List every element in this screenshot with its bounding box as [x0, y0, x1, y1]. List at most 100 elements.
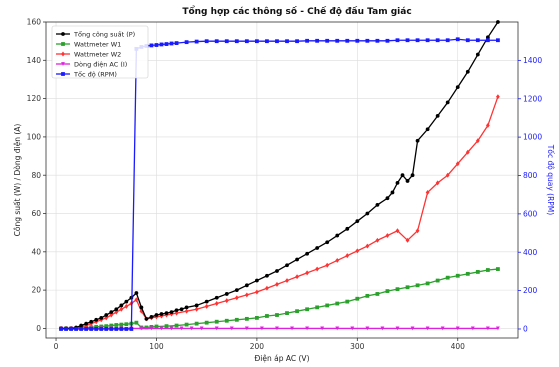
data-point — [61, 51, 65, 57]
data-point — [184, 308, 189, 314]
data-point — [189, 326, 194, 331]
data-point — [61, 42, 65, 46]
data-point — [375, 292, 380, 296]
data-point — [315, 266, 320, 272]
data-point — [325, 38, 330, 43]
data-point — [119, 306, 124, 312]
x-axis-label: Điện áp AC (V) — [255, 354, 310, 363]
data-point — [149, 315, 154, 319]
data-point — [345, 253, 350, 259]
data-point — [74, 327, 79, 331]
data-point — [254, 39, 259, 44]
y-tick-label: 0 — [36, 324, 41, 333]
left-y-axis-label: Công suất (W) / Dòng điện (A) — [13, 124, 22, 237]
data-point — [285, 278, 289, 284]
data-point — [465, 38, 470, 43]
data-point — [415, 228, 420, 234]
data-point — [415, 283, 420, 288]
data-point — [355, 296, 360, 301]
legend-item: Dòng điện AC (I) — [56, 60, 127, 68]
data-point — [234, 295, 239, 301]
data-point — [89, 319, 94, 324]
data-point — [350, 326, 355, 331]
data-point — [214, 319, 219, 324]
data-point — [365, 211, 370, 216]
data-point — [234, 288, 239, 293]
data-point — [174, 308, 179, 313]
series-4 — [59, 37, 500, 331]
right-y-tick-label: 400 — [523, 248, 538, 257]
data-point — [455, 161, 460, 167]
data-point — [214, 326, 219, 331]
data-point — [295, 39, 299, 44]
series-1 — [59, 267, 500, 331]
data-point — [109, 310, 114, 315]
data-point — [375, 38, 380, 43]
data-point — [470, 326, 475, 331]
data-point — [114, 323, 119, 327]
y-tick-label: 60 — [31, 209, 41, 218]
data-point — [194, 321, 199, 326]
data-point — [295, 257, 299, 262]
data-point — [285, 311, 289, 316]
y-tick-label: 160 — [27, 18, 42, 27]
data-point — [199, 326, 204, 331]
data-point — [435, 278, 440, 283]
data-point — [254, 278, 259, 283]
right-y-axis: 0 200 400 600 800 1000 1200 1400 — [518, 56, 542, 334]
data-point — [99, 315, 104, 320]
legend-item: Wattmeter W1 — [56, 40, 121, 48]
data-point — [375, 202, 380, 207]
data-point — [169, 41, 174, 46]
right-y-tick-label: 800 — [523, 171, 538, 180]
data-point — [94, 327, 99, 331]
data-point — [184, 322, 189, 327]
data-point — [234, 39, 239, 44]
data-point — [159, 312, 164, 316]
data-point — [254, 289, 259, 295]
data-point — [260, 326, 264, 331]
data-point — [244, 292, 249, 298]
series-line — [61, 96, 499, 330]
data-point — [445, 38, 450, 43]
data-point — [345, 38, 350, 43]
data-point — [485, 35, 490, 40]
data-point — [385, 38, 390, 43]
data-point — [159, 42, 164, 47]
data-point — [335, 233, 340, 238]
data-point — [475, 270, 480, 274]
data-point — [465, 149, 470, 155]
data-point — [254, 315, 259, 320]
data-point — [425, 189, 430, 195]
y-tick-label: 80 — [31, 171, 41, 180]
data-point — [485, 38, 490, 43]
x-tick-label: 300 — [350, 342, 365, 351]
data-point — [425, 281, 430, 286]
data-point — [104, 324, 109, 329]
data-point — [104, 313, 109, 317]
data-point — [345, 226, 350, 231]
data-point — [485, 122, 490, 128]
data-point — [224, 292, 229, 296]
series-0 — [59, 20, 500, 331]
data-point — [305, 38, 310, 43]
data-point — [204, 299, 209, 304]
data-point — [365, 326, 370, 331]
legend-label: Tốc độ (RPM) — [73, 70, 117, 78]
y-tick-label: 100 — [27, 133, 42, 142]
data-point — [234, 317, 239, 322]
data-point — [144, 316, 149, 321]
data-point — [194, 306, 199, 312]
data-point — [159, 326, 164, 331]
data-point — [244, 39, 249, 44]
data-point — [285, 39, 289, 44]
data-point — [59, 327, 63, 331]
chart-title: Tổng hợp các thông số - Chế độ đấu Tam g… — [182, 5, 411, 17]
data-point — [134, 297, 139, 303]
data-point — [119, 322, 124, 327]
data-point — [61, 72, 65, 76]
x-tick-label: 0 — [54, 342, 59, 351]
data-point — [405, 285, 410, 290]
x-tick-label: 200 — [250, 342, 265, 351]
data-point — [94, 324, 99, 329]
